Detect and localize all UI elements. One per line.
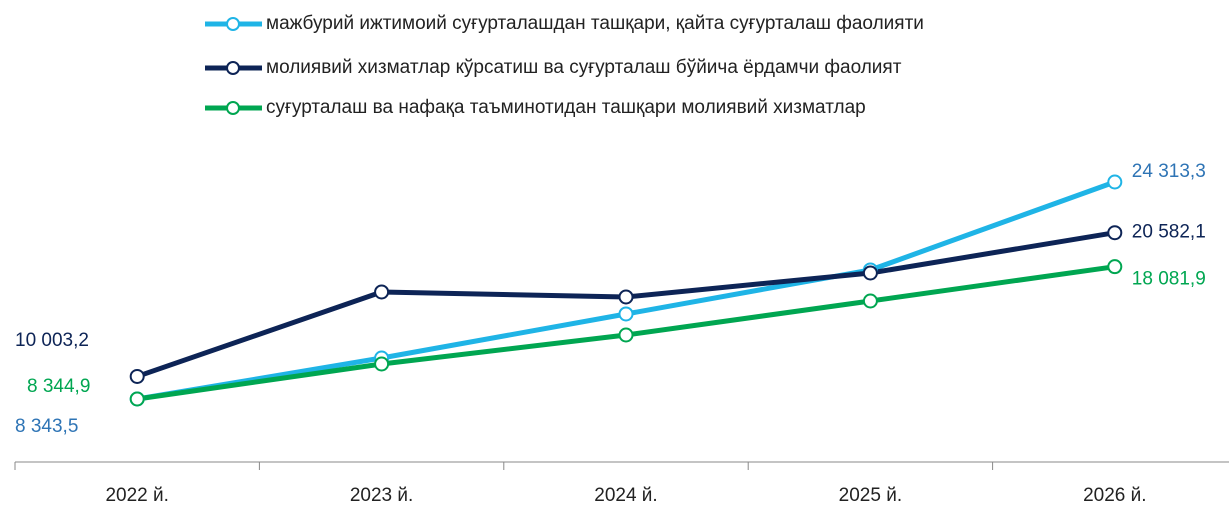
data-label: 8 343,5: [15, 416, 78, 437]
x-tick-label: 2022 й.: [105, 485, 168, 506]
data-point: [374, 284, 390, 300]
x-tick-label: 2026 й.: [1083, 485, 1146, 506]
legend-marker: [226, 17, 240, 31]
data-point: [618, 327, 634, 343]
data-point: [862, 293, 878, 309]
data-label: 20 582,1: [1132, 222, 1206, 243]
data-label: 8 344,9: [27, 376, 90, 397]
legend-label: молиявий хизматлар кўрсатиш ва суғуртала…: [266, 57, 902, 78]
data-point: [862, 265, 878, 281]
data-point: [129, 368, 145, 384]
data-point: [129, 391, 145, 407]
data-point: [1107, 174, 1123, 190]
series-line: [136, 230, 1116, 379]
data-point: [1107, 225, 1123, 241]
legend-label: мажбурий ижтимоий суғурталашдан ташқари,…: [266, 13, 924, 34]
legend-marker: [226, 101, 240, 115]
x-tick-label: 2023 й.: [350, 485, 413, 506]
data-point: [374, 356, 390, 372]
data-label: 10 003,2: [15, 330, 89, 351]
legend-label: суғурталаш ва нафақа таъминотидан ташқар…: [266, 97, 866, 118]
data-point: [618, 306, 634, 322]
legend-marker: [226, 61, 240, 75]
data-point: [1107, 259, 1123, 275]
data-label: 18 081,9: [1132, 269, 1206, 290]
data-point: [618, 289, 634, 305]
x-tick-label: 2024 й.: [594, 485, 657, 506]
x-tick-label: 2025 й.: [839, 485, 902, 506]
data-label: 24 313,3: [1132, 161, 1206, 182]
